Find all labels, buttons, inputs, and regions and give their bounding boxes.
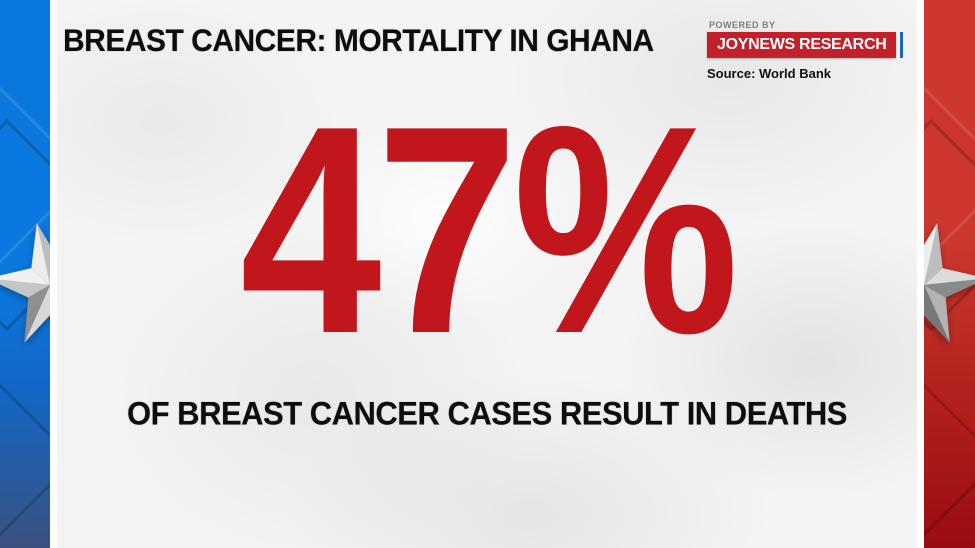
badge-accent-bar <box>900 32 903 58</box>
powered-by-label: POWERED BY <box>709 20 776 30</box>
brand-badge-row: JOYNEWS RESEARCH <box>707 32 903 58</box>
chevron-decoration <box>924 368 975 548</box>
stat-caption: OF BREAST CANCER CASES RESULT IN DEATHS <box>127 395 847 432</box>
header: BREAST CANCER: MORTALITY IN GHANA POWERE… <box>57 0 917 81</box>
chevron-decoration <box>0 368 50 548</box>
left-blue-strip <box>0 0 50 548</box>
star-icon <box>924 210 975 348</box>
page-title: BREAST CANCER: MORTALITY IN GHANA <box>63 24 654 59</box>
source-label: Source: World Bank <box>707 66 832 81</box>
brand-block: POWERED BY JOYNEWS RESEARCH Source: Worl… <box>707 20 903 81</box>
stat-value: 47% <box>239 64 739 395</box>
joynews-research-badge: JOYNEWS RESEARCH <box>707 32 897 58</box>
star-icon <box>0 210 50 348</box>
right-red-strip <box>924 0 975 548</box>
content-area: BREAST CANCER: MORTALITY IN GHANA POWERE… <box>57 0 917 548</box>
